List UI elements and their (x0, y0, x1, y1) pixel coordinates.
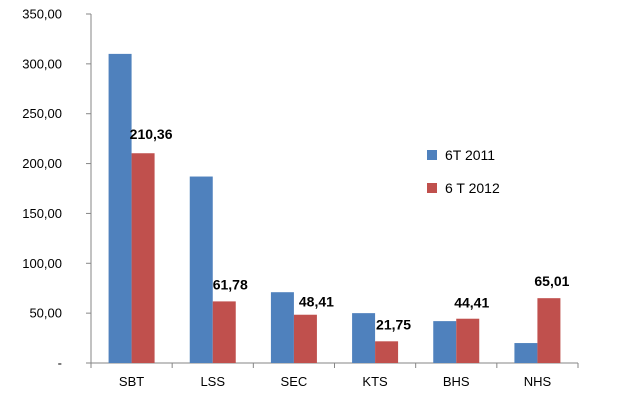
bar-2012-kts (375, 341, 399, 363)
y-tick-label: - (58, 356, 62, 371)
x-tick-label: BHS (443, 374, 470, 389)
bar-2012-lss (212, 301, 236, 363)
legend-label-2012: 6 T 2012 (445, 180, 500, 196)
data-label-2012-bhs: 44,41 (454, 295, 489, 311)
legend-swatch-2012 (427, 183, 437, 193)
x-tick-label: KTS (362, 374, 388, 389)
bar-2011-lss (189, 176, 213, 363)
y-tick-label: 200,00 (22, 156, 62, 171)
y-tick-label: 100,00 (22, 256, 62, 271)
x-tick-label: SEC (281, 374, 308, 389)
bar-2012-sbt (131, 153, 155, 363)
legend: 6T 2011 6 T 2012 (427, 147, 500, 196)
data-label-2012-lss: 61,78 (213, 276, 248, 292)
bar-2011-sec (270, 292, 294, 363)
bar-2012-nhs (537, 298, 561, 363)
y-tick-label: 50,00 (29, 306, 62, 321)
legend-swatch-2011 (427, 150, 437, 160)
legend-label-2011: 6T 2011 (445, 147, 495, 163)
data-label-2012-kts: 21,75 (376, 316, 411, 332)
bar-2011-sbt (108, 53, 132, 364)
y-tick-label: 300,00 (22, 56, 62, 71)
x-tick-label: NHS (524, 374, 552, 389)
bar-2012-sec (293, 314, 317, 363)
data-label-2012-nhs: 65,01 (534, 273, 569, 289)
data-label-2012-sec: 48,41 (299, 294, 334, 310)
y-tick-label: 250,00 (22, 106, 62, 121)
y-tick-label: 150,00 (22, 206, 62, 221)
bar-2011-nhs (514, 343, 538, 363)
bar-2012-bhs (456, 318, 480, 363)
y-tick-label: 350,00 (22, 7, 62, 22)
x-tick-label: LSS (200, 374, 225, 389)
data-label-2012-sbt: 210,36 (130, 126, 173, 142)
bar-2011-bhs (433, 321, 457, 363)
bar-2011-kts (352, 313, 376, 363)
x-tick-label: SBT (119, 374, 144, 389)
